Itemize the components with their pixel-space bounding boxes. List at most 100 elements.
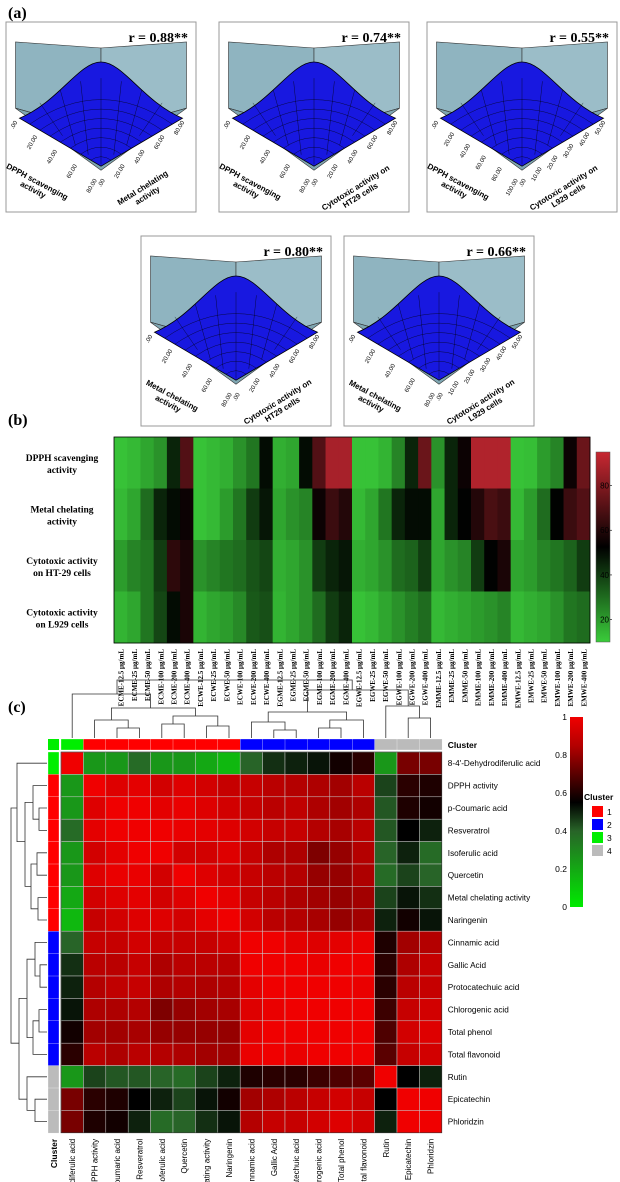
heatmap-b-col-label: EGWE-25 µg/mL [369,649,377,702]
heatmap-c-cell [127,1065,151,1089]
heatmap-c-cell [60,930,84,954]
heatmap-c-cell [105,818,129,842]
dendrogram-link [10,807,19,1044]
heatmap-b-cell [246,540,260,592]
heatmap-b-cell [484,540,498,592]
surface-mesh-line [273,89,289,146]
heatmap-c-cell [150,1065,174,1089]
heatmap-c-cell [83,975,107,999]
heatmap-b-cell [114,540,128,592]
heatmap-b-cell [510,437,525,489]
heatmap-c-cell [307,908,331,932]
cluster-row-title: Cluster [448,740,478,750]
heatmap-c-cell [329,1087,353,1111]
heatmap-c-cell [60,774,84,798]
heatmap-b-cell [246,591,260,644]
panel-b-label: (b) [8,412,28,429]
heatmap-c-cell [284,953,308,977]
heatmap-c-cell [60,998,84,1022]
cluster-strip-top-cell [352,738,376,751]
heatmap-b-cell [563,591,578,644]
heatmap-c-cell [217,1087,241,1111]
heatmap-b-cell [404,437,419,489]
heatmap-c-cell [150,953,174,977]
heatmap-c-cell [351,1110,375,1134]
heatmap-c-cell [374,930,398,954]
cluster-strip-left-cell [47,886,60,910]
heatmap-c-cell [262,1065,286,1089]
heatmap-c-col-label: Chlorogenic acid [315,1139,324,1182]
dendrogram-link [161,723,185,738]
heatmap-c-colorbar [570,717,583,907]
cluster-strip-left-cell [47,863,60,887]
heatmap-b-cell [378,437,393,489]
heatmap-b-cell [444,437,459,489]
heatmap-c-cell [195,975,219,999]
surface-mesh-line [511,156,533,161]
correlation-coefficient: r = 0.74** [342,31,401,46]
heatmap-c-cell [105,1042,129,1066]
heatmap-b-cell [391,488,406,541]
heatmap-c-cell [150,1110,174,1134]
heatmap-c-cell [127,1020,151,1044]
surface-mesh-line [60,89,76,146]
heatmap-b-cell [219,540,234,592]
colorbar-c-tick-label: 0.8 [555,750,567,760]
surface-mesh-line [377,316,401,350]
heatmap-c-cell [284,1065,308,1089]
heatmap-b-cell [219,437,234,489]
heatmap-c-cell [419,863,443,887]
heatmap-c-row-label: Gallic Acid [448,961,487,970]
panel-a-label: (a) [8,5,27,22]
heatmap-c-cell [419,1065,443,1089]
cluster-strip-left-cell [47,975,60,999]
heatmap-c-cell [83,751,107,775]
heatmap-b-row-label-line: DPPH scavenging [26,454,99,464]
heatmap-b-cell [180,437,194,489]
cluster-strip-left-cell [47,1043,60,1067]
heatmap-c-cell [396,930,420,954]
heatmap-c-cell [307,841,331,865]
heatmap-c-cell [60,863,84,887]
heatmap-b-cell [259,540,274,592]
dendrogram-link [94,719,129,738]
heatmap-b-cell [537,591,551,644]
surface-mesh-line [451,295,460,369]
heatmap-c-cell [329,1065,353,1089]
panel-b-heatmap: DPPH scavenging activity Metal chelating ac… [26,436,612,708]
heatmap-c-cell [307,886,331,910]
heatmap-b-cell [444,591,459,644]
heatmap-c-cell [307,1042,331,1066]
y-tick-label: .00 [518,178,528,189]
heatmap-c-cell [396,975,420,999]
x-tick-label: .00 [145,334,155,345]
heatmap-b-row-label-line: Cytotoxic activity [26,608,98,618]
heatmap-c-cell [374,863,398,887]
panel-a-surface-plots: r = 0.88**.0020.0040.0060.0080.00.0020.0… [5,21,618,427]
heatmap-b-cell [391,540,406,592]
heatmap-c-cell [83,774,107,798]
heatmap-c-cell [60,908,84,932]
heatmap-c-cell [419,998,443,1022]
heatmap-c-col-label: Epicatechin [404,1139,413,1180]
heatmap-c-cell [217,751,241,775]
heatmap-b-cell [471,540,485,592]
heatmap-b-row-label: DPPH scavenging activity [26,454,99,476]
heatmap-b-cell [127,540,141,592]
dendrogram-link [407,717,431,738]
surface-mesh-line [326,81,335,155]
heatmap-c-cell [374,1042,398,1066]
heatmap-c-cell [83,930,107,954]
heatmap-c-cell [195,886,219,910]
dendrogram-link [16,762,47,842]
heatmap-c-cell [217,774,241,798]
surface-mesh-line [139,102,163,136]
heatmap-c-cell [195,818,219,842]
heatmap-b-cell [338,488,353,541]
heatmap-c-cell [374,953,398,977]
heatmap-c-cell [195,1065,219,1089]
colorbar-c-tick-label: 0.2 [555,864,567,874]
heatmap-b-col-label: EMWE-25 µg/mL [528,649,536,703]
heatmap-b-cell [166,437,181,489]
heatmap-b-col-label: EGWE-12.5 µg/mL [356,649,364,707]
